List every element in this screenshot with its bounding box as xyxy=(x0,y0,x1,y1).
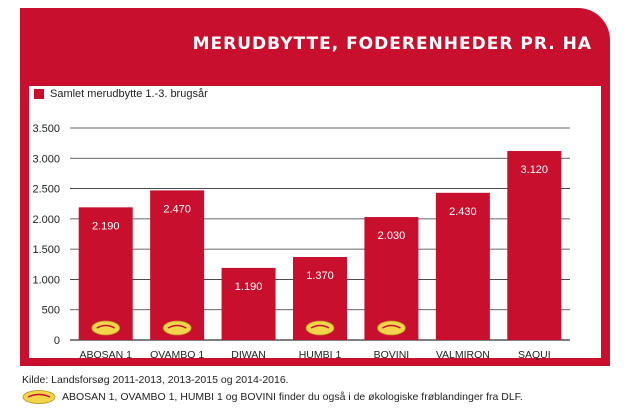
y-tick-label: 0 xyxy=(54,335,60,347)
chart-title: MERUDBYTTE, FODERENHEDER PR. HA xyxy=(192,34,592,54)
eco-note-text: ABOSAN 1, OVAMBO 1, HUMBI 1 og BOVINI fi… xyxy=(62,391,523,403)
bar xyxy=(78,207,133,340)
eco-logo-icon xyxy=(162,320,192,336)
data-label: 2.470 xyxy=(163,203,191,215)
y-tick-label: 1.500 xyxy=(32,244,60,256)
x-tick-label: SAQUI xyxy=(518,349,551,361)
data-label: 3.120 xyxy=(521,164,549,176)
bar xyxy=(364,217,419,340)
eco-logo-icon xyxy=(305,320,335,336)
eco-note: ABOSAN 1, OVAMBO 1, HUMBI 1 og BOVINI fi… xyxy=(22,390,523,404)
eco-logo-icon xyxy=(22,390,56,404)
legend-swatch xyxy=(34,89,44,99)
x-tick-label: VALMIRON xyxy=(436,349,490,361)
eco-logo-swoosh xyxy=(167,324,187,329)
data-label: 1.190 xyxy=(235,281,263,293)
eco-logo-icon xyxy=(377,320,406,336)
y-tick-label: 1.000 xyxy=(32,274,60,286)
y-tick-label: 2.500 xyxy=(32,184,60,196)
x-tick-label: HUMBI 1 xyxy=(299,349,342,361)
bar xyxy=(507,151,562,340)
bar xyxy=(150,190,205,340)
y-tick-label: 2.000 xyxy=(32,214,60,226)
eco-logo-icon xyxy=(91,320,121,336)
data-label: 2.190 xyxy=(92,220,120,232)
y-tick-label: 3.500 xyxy=(32,123,60,135)
eco-logo-swoosh xyxy=(382,324,401,329)
x-tick-label: BOVINI xyxy=(374,349,410,361)
legend-label: Samlet merudbytte 1.-3. brugsår xyxy=(50,88,208,100)
eco-logo-swoosh xyxy=(310,324,330,329)
y-tick-label: 3.000 xyxy=(32,153,60,165)
bar xyxy=(221,267,276,340)
legend: Samlet merudbytte 1.-3. brugsår xyxy=(34,88,208,100)
eco-logo-swoosh xyxy=(96,324,116,329)
x-tick-label: DIWAN xyxy=(231,349,266,361)
y-tick-label: 500 xyxy=(42,305,60,317)
bar xyxy=(435,192,490,340)
data-label: 2.030 xyxy=(378,230,406,242)
data-label: 1.370 xyxy=(306,270,334,282)
x-tick-label: ABOSAN 1 xyxy=(79,349,132,361)
source-note: Kilde: Landsforsøg 2011-2013, 2013-2015 … xyxy=(22,374,289,386)
data-label: 2.430 xyxy=(449,206,477,218)
x-tick-label: OVAMBO 1 xyxy=(150,349,204,361)
